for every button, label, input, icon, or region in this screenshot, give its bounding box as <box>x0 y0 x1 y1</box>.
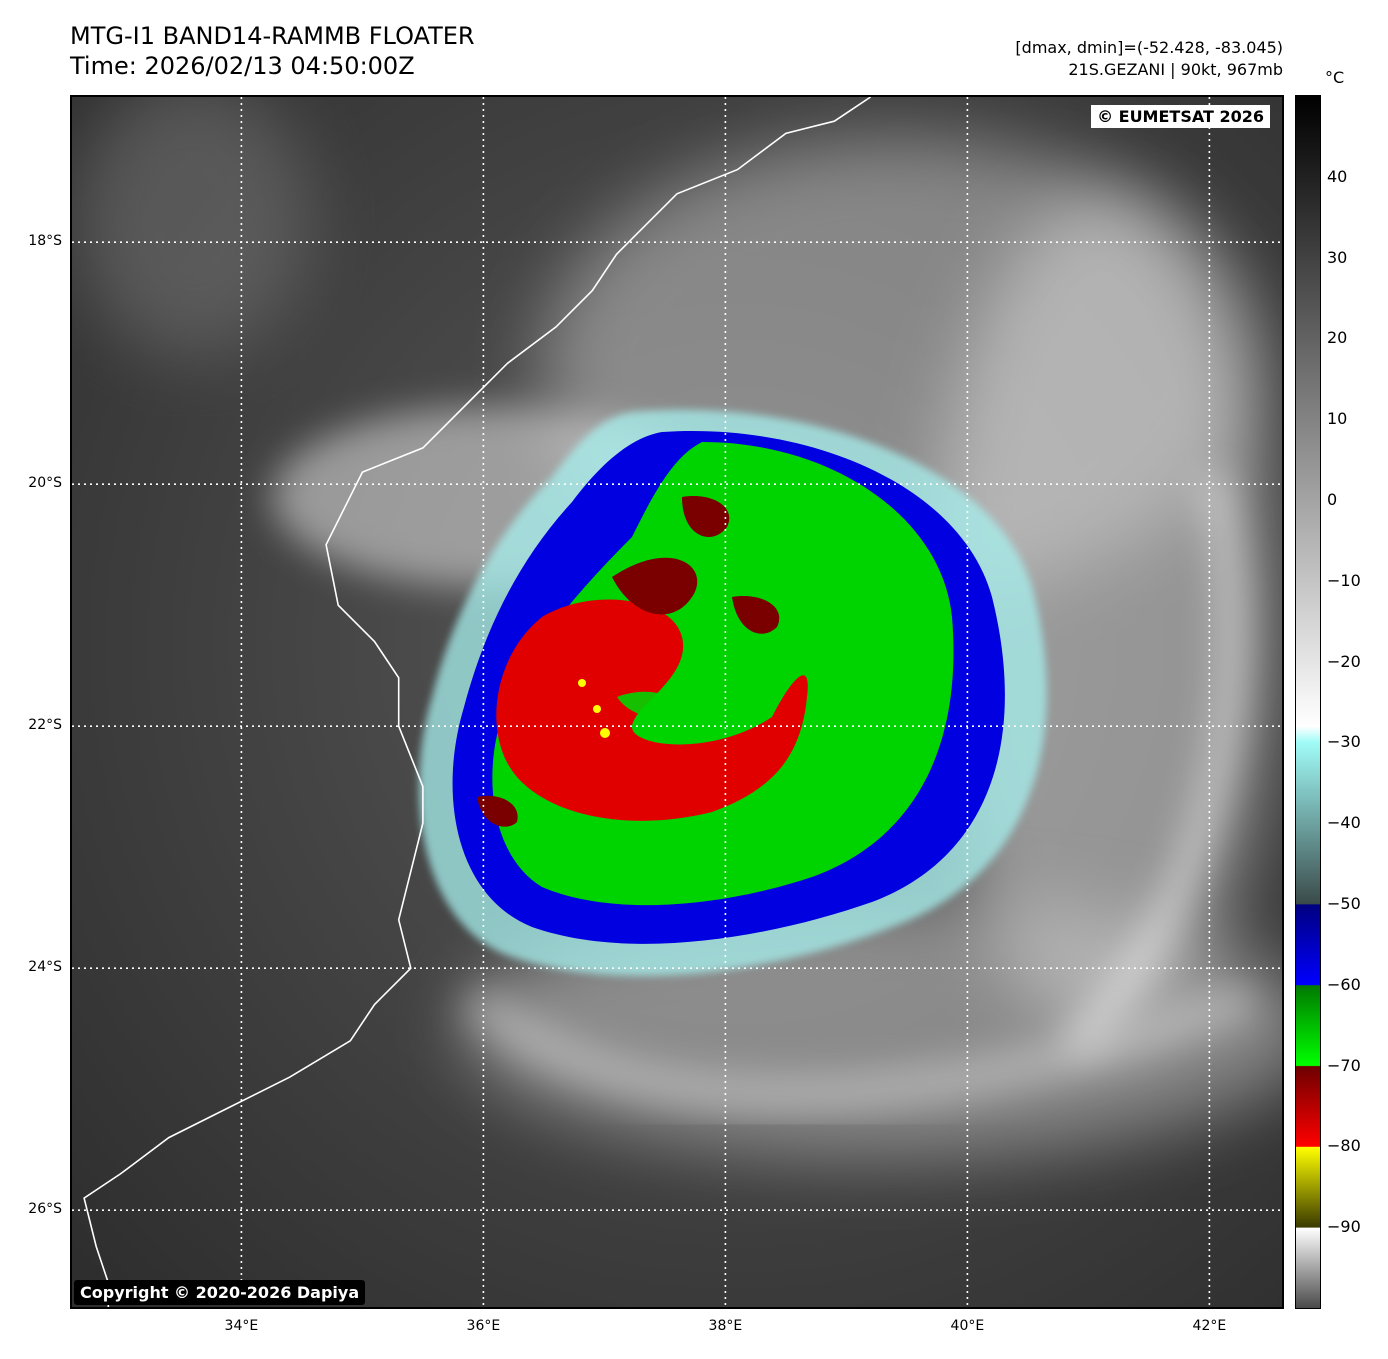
colorbar-tick-label: −40 <box>1327 813 1361 832</box>
colorbar-tick-label: −50 <box>1327 894 1361 913</box>
longitude-label: 38°E <box>709 1318 743 1334</box>
temperature-range-label: [dmax, dmin]=(-52.428, -83.045) <box>1015 38 1283 58</box>
time-label: Time: 2026/02/13 04:50:00Z <box>70 52 415 80</box>
longitude-label: 42°E <box>1193 1318 1227 1334</box>
colorbar-tick-label: 30 <box>1327 248 1347 267</box>
latitude-label: 26°S <box>0 1201 62 1217</box>
colorbar-tick-label: −30 <box>1327 732 1361 751</box>
dapiya-credit: Copyright © 2020-2026 Dapiya <box>74 1280 365 1305</box>
colorbar-tick-label: −60 <box>1327 975 1361 994</box>
colorbar-tick-label: −70 <box>1327 1056 1361 1075</box>
latitude-label: 18°S <box>0 233 62 249</box>
satellite-map[interactable]: © EUMETSAT 2026 Copyright © 2020-2026 Da… <box>70 95 1284 1309</box>
colorbar-tick-label: 0 <box>1327 490 1337 509</box>
latitude-label: 20°S <box>0 475 62 491</box>
colorbar-tick-label: 40 <box>1327 167 1347 186</box>
storm-info-label: 21S.GEZANI | 90kt, 967mb <box>1068 60 1283 80</box>
colorbar-unit: °C <box>1325 68 1344 87</box>
longitude-label: 40°E <box>951 1318 985 1334</box>
colorbar-tick-label: −90 <box>1327 1217 1361 1236</box>
eumetsat-credit: © EUMETSAT 2026 <box>1091 105 1270 128</box>
colorbar-tick-label: 20 <box>1327 328 1347 347</box>
colorbar-tick-label: −20 <box>1327 652 1361 671</box>
latitude-label: 24°S <box>0 959 62 975</box>
colorbar-tick-label: −10 <box>1327 571 1361 590</box>
map-canvas <box>72 97 1282 1307</box>
longitude-label: 34°E <box>225 1318 259 1334</box>
map-title: MTG-I1 BAND14-RAMMB FLOATER <box>70 22 475 50</box>
longitude-label: 36°E <box>467 1318 501 1334</box>
colorbar <box>1295 95 1321 1309</box>
colorbar-tick-label: −80 <box>1327 1136 1361 1155</box>
colorbar-tick-label: 10 <box>1327 409 1347 428</box>
latitude-label: 22°S <box>0 717 62 733</box>
